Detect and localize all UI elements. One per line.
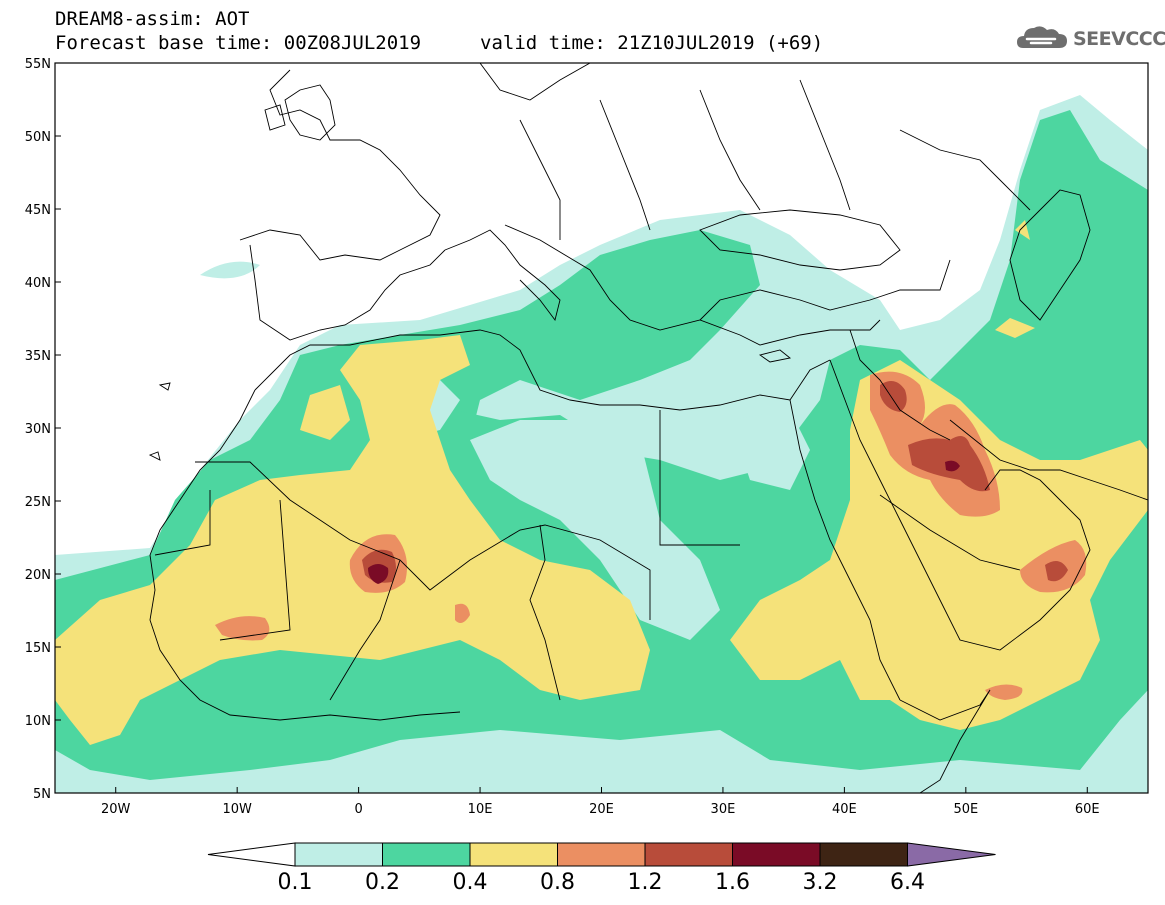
aot-field xyxy=(55,95,1148,793)
lon-tick-label: 30E xyxy=(711,802,736,817)
lon-tick-label: 20E xyxy=(589,802,614,817)
lat-tick-label: 20N xyxy=(25,568,51,583)
lon-tick-label: 40E xyxy=(832,802,857,817)
colorbar-segment xyxy=(557,842,646,867)
colorbar-label: 0.1 xyxy=(277,870,313,895)
colorbar-segment xyxy=(469,842,558,867)
latitude-axis: 5N 10N 15N 20N 25N 30N 35N 40N 45N 50N 55N xyxy=(25,57,61,802)
colorbar-label: 3.2 xyxy=(802,870,838,895)
logo-text: SEEVCCC xyxy=(1073,28,1165,50)
lat-tick-label: 5N xyxy=(33,787,51,802)
colorbar-label: 1.2 xyxy=(627,870,663,895)
lon-tick-label: 10E xyxy=(468,802,493,817)
colorbar-under-arrow xyxy=(207,842,296,867)
lon-tick-label: 0 xyxy=(354,802,362,817)
lat-tick-label: 25N xyxy=(25,495,51,510)
coastlines-and-borders xyxy=(148,63,1148,793)
longitude-axis: 20W 10W 0 10E 20E 30E 40E 50E 60E xyxy=(101,787,1100,817)
colorbar-segment xyxy=(382,842,471,867)
colorbar xyxy=(207,842,996,867)
lat-tick-label: 45N xyxy=(25,203,51,218)
valid-time: valid time: 21Z10JUL2019 (+69) xyxy=(480,32,824,54)
lat-tick-label: 30N xyxy=(25,422,51,437)
aot-level-1-6 xyxy=(368,460,960,584)
colorbar-label: 0.4 xyxy=(452,870,488,895)
lat-tick-label: 40N xyxy=(25,276,51,291)
colorbar-label: 0.2 xyxy=(365,870,400,895)
colorbar-segment xyxy=(294,842,383,867)
lat-tick-label: 10N xyxy=(25,714,51,729)
colorbar-segment xyxy=(732,842,821,867)
map-title: DREAM8-assim: AOT xyxy=(55,8,250,30)
colorbar-segment xyxy=(644,842,733,867)
colorbar-label: 0.8 xyxy=(540,870,575,895)
colorbar-segment xyxy=(819,842,908,867)
lat-tick-label: 55N xyxy=(25,57,51,72)
lat-tick-label: 35N xyxy=(25,349,51,364)
colorbar-label: 1.6 xyxy=(715,870,750,895)
lon-tick-label: 60E xyxy=(1075,802,1100,817)
colorbar-label: 6.4 xyxy=(890,870,925,895)
aot-level-0-4 xyxy=(55,220,1148,745)
lat-tick-label: 15N xyxy=(25,641,51,656)
forecast-base-time: Forecast base time: 00Z08JUL2019 xyxy=(55,32,422,54)
cloud-icon xyxy=(1015,22,1069,56)
lat-tick-label: 50N xyxy=(25,130,51,145)
lon-tick-label: 20W xyxy=(101,802,131,817)
colorbar-over-arrow xyxy=(907,842,996,867)
lon-tick-label: 50E xyxy=(953,802,978,817)
lon-tick-label: 10W xyxy=(222,802,252,817)
seevccc-logo: SEEVCCC xyxy=(1015,22,1165,56)
